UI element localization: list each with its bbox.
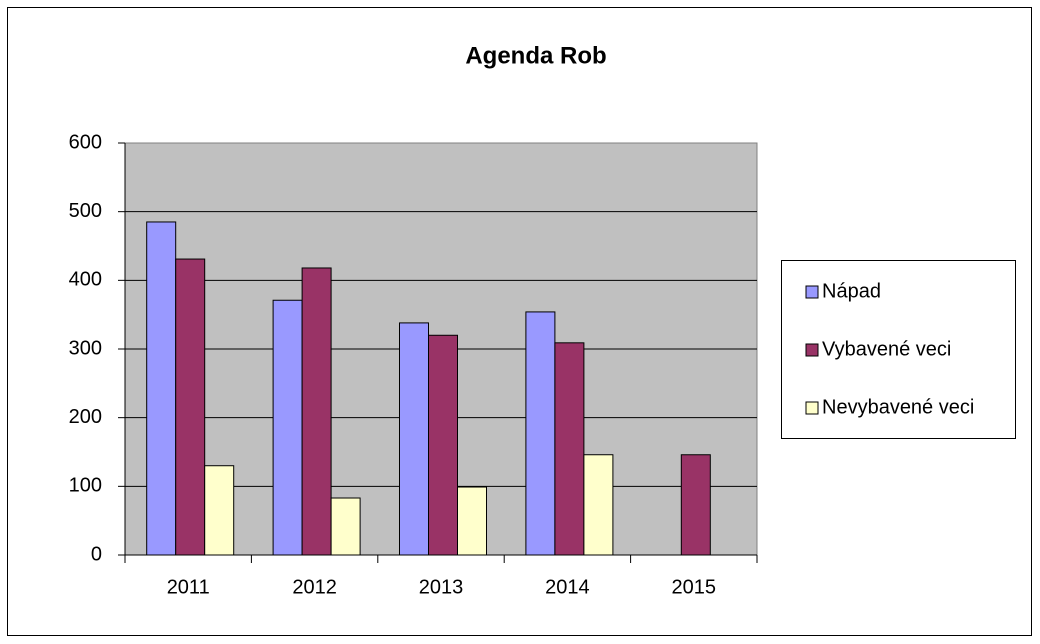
bar bbox=[146, 221, 177, 556]
bar bbox=[525, 311, 556, 556]
y-tick-label: 0 bbox=[91, 543, 102, 565]
x-tick-label: 2014 bbox=[545, 576, 590, 598]
bar bbox=[175, 258, 206, 556]
bar bbox=[272, 299, 303, 556]
bar bbox=[583, 454, 614, 556]
bar bbox=[330, 497, 361, 556]
bar bbox=[301, 267, 332, 556]
legend-label: Vybavené veci bbox=[822, 338, 951, 360]
x-tick-label: 2011 bbox=[167, 576, 210, 598]
x-tick-label: 2015 bbox=[672, 576, 717, 598]
bar bbox=[428, 334, 458, 556]
bar bbox=[680, 454, 711, 556]
x-tick-label: 2013 bbox=[419, 576, 464, 598]
y-tick-label: 200 bbox=[69, 406, 102, 428]
y-tick-label: 100 bbox=[69, 475, 102, 497]
legend-swatch bbox=[805, 343, 819, 357]
y-tick-label: 500 bbox=[69, 200, 102, 222]
y-tick-label: 300 bbox=[69, 337, 102, 359]
bar bbox=[399, 322, 429, 556]
x-tick-label: 2012 bbox=[292, 576, 337, 598]
legend-swatch bbox=[805, 401, 819, 415]
bar bbox=[457, 486, 487, 556]
legend-box bbox=[781, 260, 1016, 439]
legend-label: Nápad bbox=[822, 280, 881, 302]
bar bbox=[204, 465, 235, 556]
legend-swatch bbox=[805, 285, 819, 299]
y-tick-label: 600 bbox=[69, 131, 102, 153]
chart-title: Agenda Rob bbox=[465, 42, 606, 69]
legend-label: Nevybavené veci bbox=[822, 396, 974, 418]
y-tick-label: 400 bbox=[69, 269, 102, 291]
bar bbox=[554, 342, 585, 556]
